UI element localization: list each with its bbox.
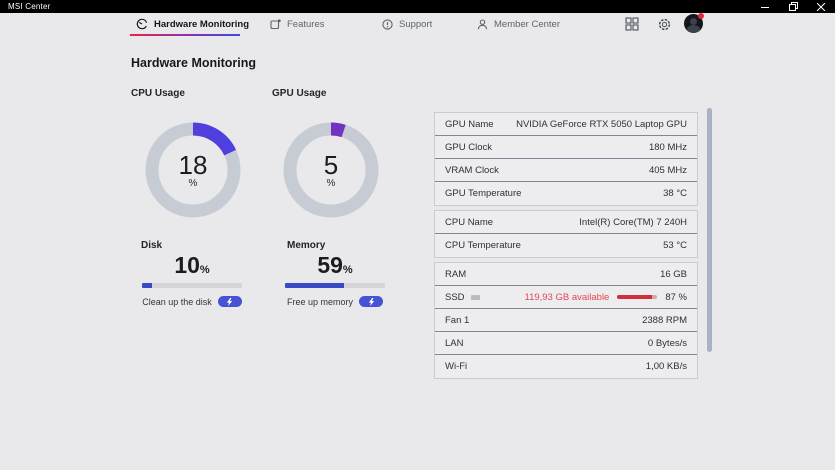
app-title: MSI Center (8, 2, 51, 11)
system-info-group: RAM 16 GB SSD 119,93 GB available 87 % F… (434, 262, 698, 379)
memory-free-button[interactable] (359, 296, 384, 307)
cpu-usage-gauge: 18 % (145, 122, 241, 218)
memory-percent: 59% (317, 252, 353, 278)
gpu-info-group: GPU Name NVIDIA GeForce RTX 5050 Laptop … (434, 112, 698, 206)
table-row: Wi-Fi 1,00 KB/s (445, 361, 687, 372)
apps-grid-button[interactable] (623, 15, 641, 33)
disk-progressbar (142, 283, 242, 288)
disk-percent: 10% (174, 252, 210, 278)
cpu-info-group: CPU Name Intel(R) Core(TM) 7 240H CPU Te… (434, 210, 698, 258)
ssd-percent: 87 % (665, 291, 687, 303)
tab-member-center[interactable]: Member Center (477, 13, 560, 35)
tab-label: Features (287, 18, 325, 30)
memory-action-label: Free up memory (286, 296, 354, 307)
main-nav: Hardware Monitoring Features Support Me (0, 13, 835, 43)
grid-icon (625, 17, 639, 31)
window-controls (751, 0, 835, 13)
table-row: GPU Temperature 38 °C (445, 188, 687, 199)
tab-support[interactable]: Support (382, 13, 432, 35)
memory-label: Memory (287, 240, 326, 251)
avatar-image (684, 14, 703, 33)
memory-meter: 59% Free up memory (285, 252, 385, 307)
features-icon (270, 18, 281, 29)
disk-cleanup-button[interactable] (217, 296, 242, 307)
gpu-usage-gauge: 5 % (283, 122, 379, 218)
ssd-label: SSD (445, 291, 465, 303)
monitor-scrollbar[interactable] (707, 108, 712, 352)
minimize-button[interactable] (751, 0, 779, 13)
disk-meter: 10% Clean up the disk (142, 252, 242, 307)
boost-icon (368, 297, 374, 306)
ssd-available-text: 119,93 GB available (524, 291, 610, 303)
cpu-usage-value: 18 % (178, 149, 208, 189)
tab-label: Support (399, 18, 433, 30)
notification-dot (698, 13, 704, 19)
disk-label: Disk (141, 240, 163, 251)
table-row: Fan 1 2388 RPM (435, 309, 697, 332)
page-title: Hardware Monitoring (131, 56, 257, 70)
close-button[interactable] (807, 0, 835, 13)
support-icon (382, 18, 393, 30)
cpu-usage-label: CPU Usage (131, 88, 185, 99)
hardware-monitor-panel: GPU Name NVIDIA GeForce RTX 5050 Laptop … (434, 112, 698, 383)
gpu-usage-label: GPU Usage (272, 88, 327, 99)
table-row: CPU Temperature 53 °C (445, 240, 687, 251)
tab-label: Hardware Monitoring (154, 18, 250, 30)
table-row: RAM 16 GB (435, 263, 697, 286)
table-row-ssd: SSD 119,93 GB available 87 % (435, 286, 697, 309)
person-icon (477, 18, 488, 29)
tab-hardware-monitoring[interactable]: Hardware Monitoring (136, 13, 249, 35)
gear-icon (658, 18, 670, 30)
table-row: CPU Name Intel(R) Core(TM) 7 240H (435, 211, 697, 234)
tab-features[interactable]: Features (270, 13, 325, 35)
active-tab-underline (130, 34, 240, 36)
ssd-usage-bar (617, 295, 658, 299)
user-avatar[interactable] (684, 13, 704, 33)
memory-progressbar (285, 283, 385, 288)
disk-action-label: Clean up the disk (142, 296, 212, 307)
boost-icon (227, 297, 233, 306)
table-row: GPU Name NVIDIA GeForce RTX 5050 Laptop … (435, 113, 697, 136)
title-bar: MSI Center (0, 0, 835, 13)
restore-button[interactable] (779, 0, 807, 13)
gauge-icon (136, 18, 148, 30)
ssd-expand-icon[interactable] (470, 294, 480, 300)
table-row: LAN 0 Bytes/s (435, 332, 697, 355)
tab-label: Member Center (494, 18, 560, 30)
table-row: VRAM Clock 405 MHz (435, 159, 697, 182)
table-row: GPU Clock 180 MHz (435, 136, 697, 159)
gpu-usage-value: 5 % (323, 149, 339, 189)
settings-button[interactable] (655, 15, 673, 33)
